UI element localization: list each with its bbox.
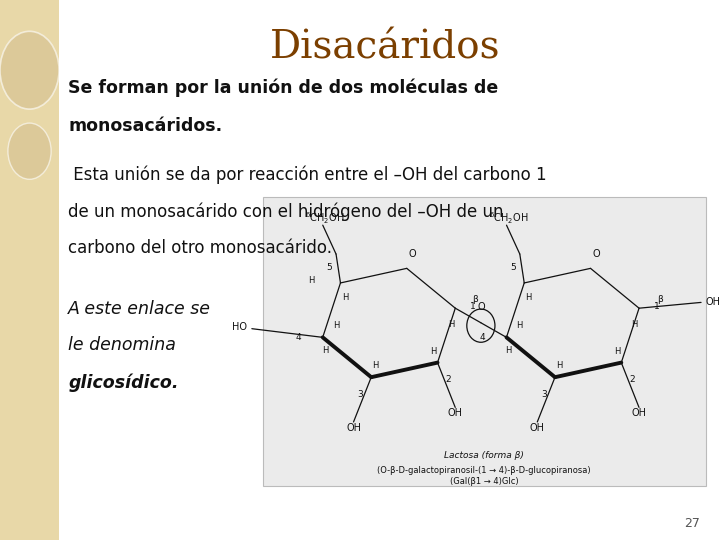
Text: H: H xyxy=(308,275,315,285)
Bar xyxy=(0,0,59,540)
Text: H: H xyxy=(333,321,339,330)
Text: 2: 2 xyxy=(446,375,451,384)
Text: de un monosacárido con el hidrógeno del –OH de un: de un monosacárido con el hidrógeno del … xyxy=(68,202,504,221)
Text: H: H xyxy=(631,320,638,328)
Text: H: H xyxy=(372,361,379,370)
Text: 5: 5 xyxy=(327,262,332,272)
Text: monosacáridos.: monosacáridos. xyxy=(68,117,222,135)
Text: Esta unión se da por reacción entre el –OH del carbono 1: Esta unión se da por reacción entre el –… xyxy=(68,166,547,184)
Text: H: H xyxy=(322,346,328,355)
Text: 2: 2 xyxy=(629,375,635,384)
Text: 3: 3 xyxy=(357,390,363,399)
Text: 27: 27 xyxy=(684,517,700,530)
Text: H: H xyxy=(526,293,532,302)
Text: H: H xyxy=(613,347,620,355)
FancyBboxPatch shape xyxy=(263,197,706,486)
Text: β: β xyxy=(472,295,478,304)
Text: le denomina: le denomina xyxy=(68,336,176,354)
Text: 5: 5 xyxy=(510,262,516,272)
Text: β: β xyxy=(657,295,663,304)
Text: H: H xyxy=(448,320,454,328)
Text: OH: OH xyxy=(530,423,545,433)
Text: (O-β-D-galactopiranosil-(1 → 4)-β-D-glucopiranosa): (O-β-D-galactopiranosil-(1 → 4)-β-D-gluc… xyxy=(377,465,591,475)
Text: H: H xyxy=(342,293,348,302)
Text: Disacáridos: Disacáridos xyxy=(270,30,500,67)
Text: (Gal(β1 → 4)Glc): (Gal(β1 → 4)Glc) xyxy=(450,477,518,486)
Text: O: O xyxy=(477,302,485,312)
Text: Se forman por la unión de dos moléculas de: Se forman por la unión de dos moléculas … xyxy=(68,78,499,97)
Ellipse shape xyxy=(0,31,59,109)
Text: OH: OH xyxy=(346,423,361,433)
Text: OH: OH xyxy=(631,408,647,418)
Text: $^6$CH$_2$OH: $^6$CH$_2$OH xyxy=(305,210,345,226)
Text: HO: HO xyxy=(233,322,248,332)
Text: 1: 1 xyxy=(470,302,476,311)
Text: A este enlace se: A este enlace se xyxy=(68,300,212,318)
Text: $^6$CH$_2$OH: $^6$CH$_2$OH xyxy=(489,210,528,226)
Text: 4: 4 xyxy=(295,333,301,342)
Text: O: O xyxy=(592,249,600,259)
Text: 3: 3 xyxy=(541,390,546,399)
Text: 4: 4 xyxy=(480,333,485,342)
Text: H: H xyxy=(430,347,436,355)
Text: OH: OH xyxy=(448,408,463,418)
Ellipse shape xyxy=(8,123,51,179)
Text: 1: 1 xyxy=(654,302,660,311)
Text: OH: OH xyxy=(706,298,720,307)
Text: H: H xyxy=(505,346,512,355)
Text: glicosídico.: glicosídico. xyxy=(68,373,179,392)
Text: H: H xyxy=(516,321,523,330)
Text: Lactosa (forma β): Lactosa (forma β) xyxy=(444,451,524,460)
Text: carbono del otro monosacárido.: carbono del otro monosacárido. xyxy=(68,239,333,257)
Text: O: O xyxy=(408,249,416,259)
Text: H: H xyxy=(557,361,562,370)
